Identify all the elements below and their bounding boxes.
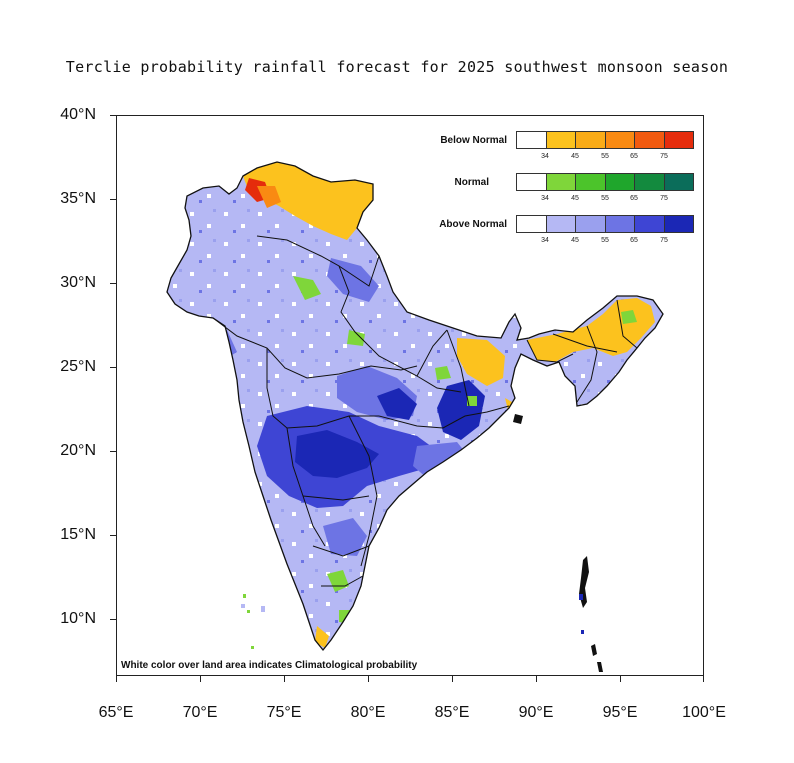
- y-tick-label: 30°N: [60, 274, 96, 291]
- legend-tick: 55: [601, 237, 609, 244]
- y-tick-label: 15°N: [60, 526, 96, 543]
- legend-tick: 75: [660, 237, 668, 244]
- legend-swatch: [605, 174, 635, 190]
- legend-bar-below-normal: [516, 131, 694, 149]
- legend-swatch: [517, 174, 547, 190]
- climatology-note: White color over land area indicates Cli…: [121, 660, 418, 671]
- legend-bar-above-normal: [516, 215, 694, 233]
- x-tick-label: 80°E: [350, 704, 386, 721]
- y-tick-label: 20°N: [60, 442, 96, 459]
- legend-swatch: [664, 174, 693, 190]
- legend-ticks-normal: 34 45 55 65 75: [516, 195, 694, 205]
- legend-tick: 45: [571, 237, 579, 244]
- legend-tick: 34: [541, 153, 549, 160]
- legend-swatch: [605, 132, 635, 148]
- x-tick-label: 85°E: [434, 704, 470, 721]
- x-tick-label: 65°E: [98, 704, 134, 721]
- legend-swatch: [546, 174, 576, 190]
- x-tick-label: 90°E: [518, 704, 554, 721]
- y-tick-label: 10°N: [60, 610, 96, 627]
- legend-swatch: [517, 216, 547, 232]
- legend-swatch: [635, 216, 665, 232]
- legend-swatch: [664, 216, 693, 232]
- state-boundaries: [212, 235, 638, 587]
- legend-swatch: [576, 216, 606, 232]
- legend-tick: 55: [601, 153, 609, 160]
- legend-swatch: [605, 216, 635, 232]
- legend-label-above-normal: Above Normal: [439, 219, 507, 230]
- legend-label-normal: Normal: [454, 177, 489, 188]
- x-tick-label: 75°E: [266, 704, 302, 721]
- legend-swatch: [635, 174, 665, 190]
- legend-ticks-below-normal: 34 45 55 65 75: [516, 153, 694, 163]
- legend-swatch: [576, 174, 606, 190]
- legend-tick: 65: [630, 195, 638, 202]
- legend-swatch: [576, 132, 606, 148]
- y-tick-label: 35°N: [60, 190, 96, 207]
- legend-swatch: [517, 132, 547, 148]
- lakshadweep-islands: [241, 594, 265, 649]
- sundarbans-coast-mark: [513, 414, 523, 424]
- forecast-map: [166, 161, 664, 672]
- y-tick-label: 40°N: [60, 106, 96, 123]
- legend-swatch: [546, 132, 576, 148]
- map-panel: [116, 115, 704, 676]
- legend-tick: 65: [630, 237, 638, 244]
- legend-bar-normal: [516, 173, 694, 191]
- legend-tick: 55: [601, 195, 609, 202]
- legend-tick: 75: [660, 195, 668, 202]
- x-tick-label: 95°E: [602, 704, 638, 721]
- legend-tick: 34: [541, 195, 549, 202]
- x-tick-label: 100°E: [682, 704, 726, 721]
- legend-ticks-above-normal: 34 45 55 65 75: [516, 237, 694, 247]
- legend-tick: 34: [541, 237, 549, 244]
- map-title: Terclie probability rainfall forecast fo…: [65, 58, 729, 76]
- legend-swatch: [635, 132, 665, 148]
- legend-label-below-normal: Below Normal: [440, 135, 507, 146]
- legend-tick: 45: [571, 153, 579, 160]
- x-tick-label: 70°E: [182, 704, 218, 721]
- legend-tick: 65: [630, 153, 638, 160]
- legend-tick: 45: [571, 195, 579, 202]
- legend-tick: 75: [660, 153, 668, 160]
- y-tick-label: 25°N: [60, 358, 96, 375]
- andaman-nicobar-islands: [579, 556, 603, 672]
- legend-swatch: [546, 216, 576, 232]
- legend-swatch: [664, 132, 693, 148]
